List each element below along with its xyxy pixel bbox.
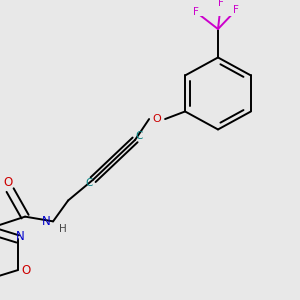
Text: F: F bbox=[193, 7, 199, 17]
Text: O: O bbox=[4, 176, 13, 189]
Text: O: O bbox=[153, 114, 161, 124]
Text: H: H bbox=[59, 224, 67, 234]
Text: N: N bbox=[42, 215, 51, 228]
Text: N: N bbox=[16, 230, 25, 243]
Text: O: O bbox=[21, 264, 30, 277]
Text: C: C bbox=[135, 131, 143, 141]
Text: F: F bbox=[233, 5, 239, 15]
Text: C: C bbox=[85, 178, 93, 188]
Text: F: F bbox=[218, 0, 224, 8]
